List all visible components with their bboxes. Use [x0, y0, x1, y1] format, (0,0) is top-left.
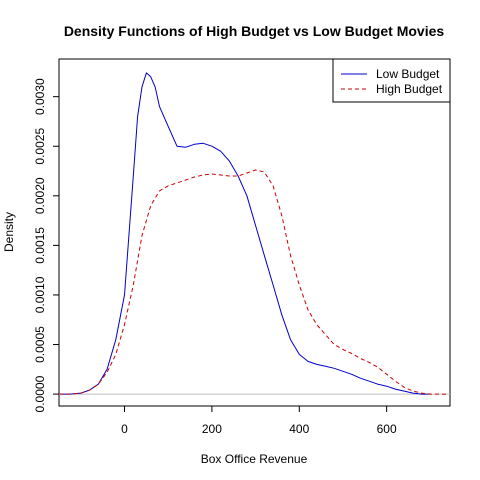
- x-tick-label: 600: [377, 422, 397, 436]
- series-layer: [59, 72, 448, 395]
- y-tick-label: 0.0025: [33, 128, 47, 165]
- y-tick-label: 0.0030: [33, 78, 47, 115]
- y-tick-label: 0.0020: [33, 177, 47, 214]
- y-tick-label: 0.0005: [33, 326, 47, 363]
- series-line-low-budget: [59, 72, 431, 395]
- legend-label-high-budget: High Budget: [376, 82, 443, 96]
- legend-label-low-budget: Low Budget: [376, 67, 440, 81]
- y-tick-label: 0.0010: [33, 276, 47, 313]
- x-axis-label: Box Office Revenue: [201, 452, 308, 466]
- x-tick-label: 200: [202, 422, 222, 436]
- y-axis: 0.0000 0.0005 0.0010 0.0015 0.0020 0.0025 0.00…: [33, 78, 60, 412]
- plot-frame: [58, 58, 451, 407]
- series-line-high-budget: [59, 169, 448, 395]
- x-axis: 0 200 400 600: [121, 405, 397, 436]
- x-tick-label: 400: [289, 422, 309, 436]
- x-tick-label: 0: [121, 422, 128, 436]
- legend-box: [332, 58, 451, 103]
- y-tick-label: 0.0000: [33, 375, 47, 412]
- chart-title: Density Functions of High Budget vs Low …: [64, 23, 445, 39]
- y-axis-label: Density: [2, 212, 16, 252]
- y-tick-label: 0.0015: [33, 227, 47, 264]
